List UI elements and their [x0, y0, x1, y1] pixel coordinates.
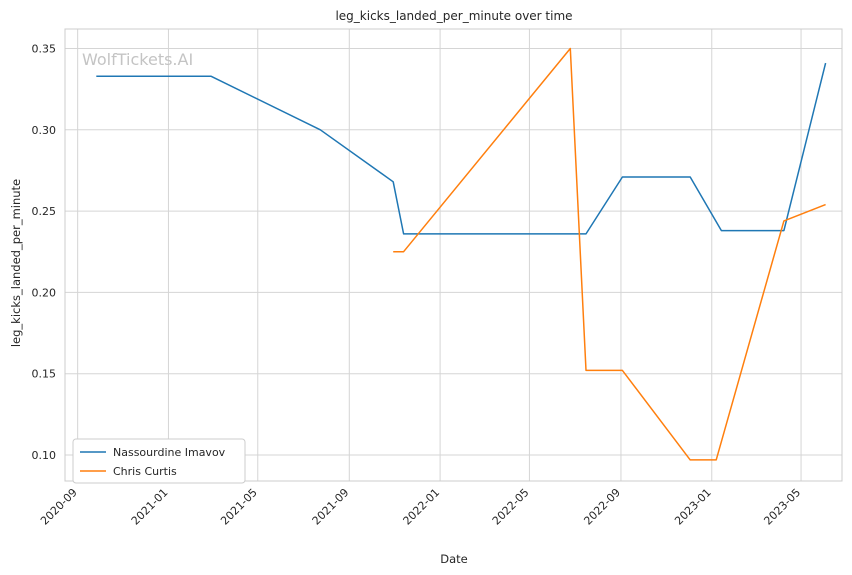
y-axis-label: leg_kicks_landed_per_minute: [9, 179, 23, 347]
x-tick-label: 2023-01: [672, 486, 714, 528]
gridlines: [65, 29, 842, 481]
x-axis-ticks: 2020-09 2021-01 2021-05 2021-09 2022-01 2022-…: [38, 486, 803, 528]
series-line-2: [393, 47, 826, 461]
legend: Nassourdine Imavov Chris Curtis: [72, 438, 246, 484]
legend-box: [72, 438, 246, 484]
legend-label-2: Chris Curtis: [113, 465, 177, 478]
watermark: WolfTickets.AI: [82, 50, 193, 69]
y-tick-label: 0.15: [32, 368, 57, 381]
x-tick-label: 2023-05: [761, 486, 803, 528]
series-line-1: [96, 62, 827, 235]
x-tick-label: 2021-01: [129, 486, 171, 528]
x-tick-label: 2021-05: [218, 486, 260, 528]
y-tick-label: 0.35: [32, 43, 57, 56]
x-tick-label: 2022-09: [581, 486, 623, 528]
y-tick-label: 0.10: [32, 449, 57, 462]
y-axis-ticks: 0.10 0.15 0.20 0.25 0.30 0.35: [32, 43, 57, 462]
x-axis-label: Date: [440, 552, 468, 566]
series-layer: [96, 47, 827, 461]
x-tick-label: 2021-09: [310, 486, 352, 528]
y-tick-label: 0.20: [32, 286, 57, 299]
legend-label-1: Nassourdine Imavov: [113, 446, 226, 459]
y-tick-label: 0.25: [32, 205, 57, 218]
x-tick-label: 2022-01: [401, 486, 443, 528]
x-tick-label: 2022-05: [490, 486, 532, 528]
x-tick-label: 2020-09: [38, 486, 80, 528]
chart-title: leg_kicks_landed_per_minute over time: [335, 9, 572, 23]
y-tick-label: 0.30: [32, 124, 57, 137]
plot-area: [64, 28, 843, 482]
